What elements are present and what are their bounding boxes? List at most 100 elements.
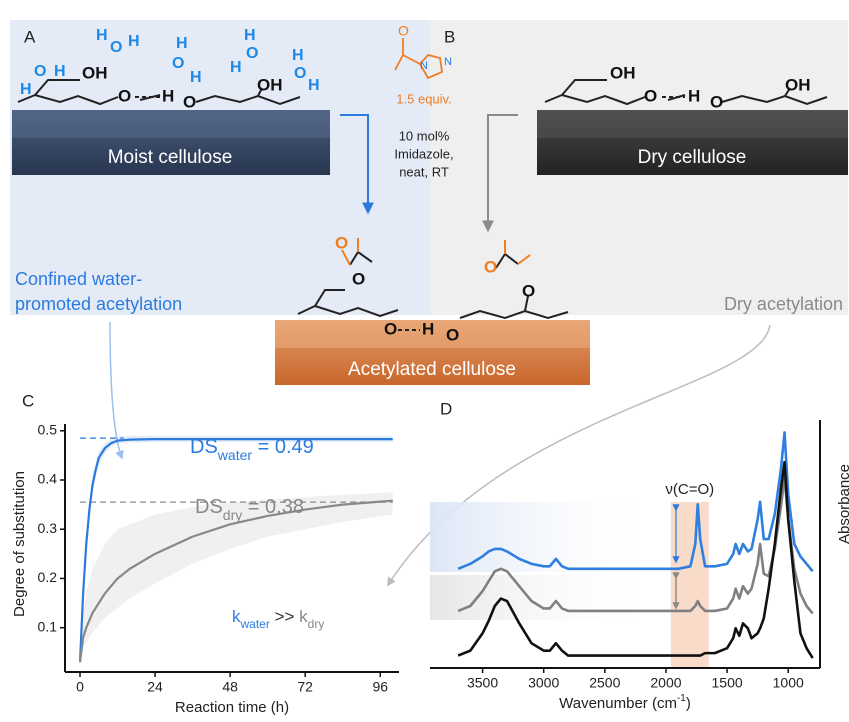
- annotation: ν(C=O): [665, 481, 714, 498]
- water-atom: O: [246, 45, 258, 62]
- conditions: neat, RT: [399, 164, 449, 179]
- acetyl-bonds: [341, 238, 531, 266]
- x-tick-label: 1000: [773, 675, 804, 691]
- x-tick-label: 72: [297, 679, 313, 695]
- product-bonds: [297, 251, 399, 318]
- series-line: [78, 499, 393, 663]
- y-tick-label: 0.4: [38, 471, 58, 487]
- water-atom: O: [34, 63, 46, 80]
- panel-label: D: [440, 399, 452, 418]
- atom: O: [484, 257, 497, 276]
- x-tick-label: 96: [372, 679, 388, 695]
- conditions: Imidazole,: [394, 146, 453, 161]
- water-atom: H: [308, 77, 320, 94]
- atom: O: [446, 325, 459, 344]
- atom: O: [644, 86, 657, 105]
- reagent-atom: O: [398, 23, 409, 39]
- x-tick-label: 0: [76, 679, 84, 695]
- x-tick-label: 3000: [528, 675, 559, 691]
- caption: Confined water-: [15, 269, 142, 289]
- x-axis-label: Wavenumber (cm-1): [559, 693, 691, 712]
- series-line: [78, 438, 393, 663]
- atom: O: [183, 92, 196, 111]
- atom: H: [162, 86, 174, 105]
- text-part: water: [217, 447, 253, 463]
- x-tick-label: 48: [222, 679, 238, 695]
- reagent-equiv: 1.5 equiv.: [396, 91, 451, 106]
- water-atom: H: [292, 47, 304, 64]
- acetylated-slab-top: [275, 320, 590, 348]
- gray-fade: [430, 575, 660, 620]
- text-part: -1: [677, 693, 686, 704]
- acetylated-slab: [275, 320, 590, 385]
- x-tick-label: 24: [147, 679, 163, 695]
- text-part: water: [240, 617, 270, 631]
- atom: O: [335, 233, 348, 252]
- dry-slab-top: [537, 110, 848, 138]
- y-tick-label: 0.3: [38, 520, 58, 536]
- atom: O: [522, 281, 535, 300]
- water-atom: H: [244, 27, 256, 44]
- dry-label: Dry cellulose: [638, 147, 747, 168]
- caption: promoted acetylation: [15, 294, 182, 314]
- link-arrow: [109, 321, 124, 460]
- water-atom: H: [54, 63, 66, 80]
- atom: OH: [785, 75, 811, 94]
- atom: OH: [257, 75, 283, 94]
- atom: O: [352, 269, 365, 288]
- atom: H: [688, 86, 700, 105]
- text-part: DS: [190, 436, 218, 458]
- y-tick-label: 0.5: [38, 421, 58, 437]
- text-part: Wavenumber (cm: [559, 695, 677, 712]
- moist-slab-top: [12, 110, 330, 138]
- text-part: = 0.38: [242, 496, 304, 518]
- x-tick-label: 1500: [712, 675, 743, 691]
- atom: OH: [610, 63, 636, 82]
- reagent-atom: N: [444, 56, 452, 68]
- water-atom: O: [172, 55, 184, 72]
- text-part: dry: [223, 507, 242, 523]
- x-tick-label: 3500: [467, 675, 498, 691]
- y-axis-label: Degree of substitution: [11, 471, 28, 617]
- atom: O: [384, 319, 397, 338]
- reaction-arrow: [482, 114, 518, 233]
- rate-annotation: kwater >> kdry: [232, 607, 324, 631]
- water-atom: H: [20, 81, 32, 98]
- water-atom: H: [230, 59, 242, 76]
- series-line: [457, 431, 814, 573]
- text-part: = 0.49: [252, 436, 314, 458]
- reagent-atom: N: [420, 60, 428, 72]
- annotation: DSdry = 0.38: [195, 496, 304, 522]
- water-atom: H: [190, 69, 202, 86]
- atom: O: [118, 86, 131, 105]
- x-axis-label: Reaction time (h): [175, 699, 289, 716]
- water-molecules: H O H H O H H O H H O H H O H: [20, 27, 320, 98]
- water-atom: H: [96, 27, 108, 44]
- panel-label: A: [24, 27, 36, 46]
- atom: H: [422, 319, 434, 338]
- text-part: k: [232, 607, 241, 626]
- text-part: dry: [308, 617, 325, 631]
- y-tick-label: 0.2: [38, 569, 58, 585]
- x-tick-label: 2500: [589, 675, 620, 691]
- acetylated-label: Acetylated cellulose: [348, 359, 516, 380]
- reaction-arrow: [340, 114, 374, 215]
- water-atom: H: [128, 33, 140, 50]
- y-tick-label: 0.1: [38, 618, 58, 634]
- water-atom: O: [110, 39, 122, 56]
- series-line: [457, 460, 814, 659]
- blue-fade: [430, 502, 660, 572]
- caption: Dry acetylation: [724, 294, 843, 314]
- water-atom: O: [294, 65, 306, 82]
- text-part: Reaction time (h): [175, 699, 289, 716]
- atom: O: [710, 92, 723, 111]
- annotation: DSwater = 0.49: [190, 436, 314, 462]
- confidence-band: [80, 492, 393, 663]
- atom: OH: [82, 63, 108, 82]
- text-part: >>: [270, 607, 299, 626]
- water-atom: H: [176, 35, 188, 52]
- text-part: DS: [195, 496, 223, 518]
- conditions: 10 mol%: [399, 128, 450, 143]
